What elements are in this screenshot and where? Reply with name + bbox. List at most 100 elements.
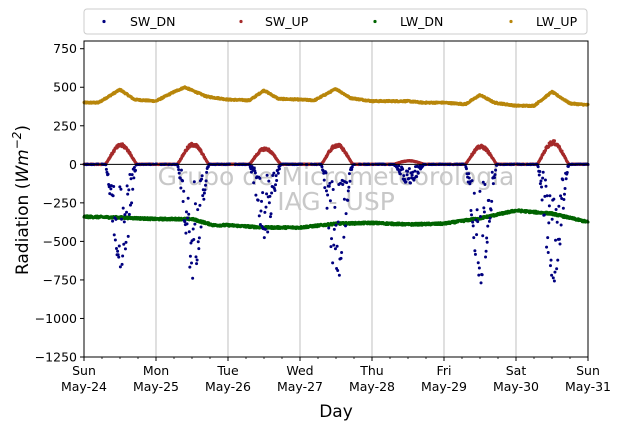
x-tick-day: Sat xyxy=(506,363,527,378)
x-tick-day: Sun xyxy=(72,363,96,378)
y-tick-label: −1250 xyxy=(35,350,77,365)
data-point xyxy=(410,173,414,177)
data-point xyxy=(192,237,196,241)
x-tick-day: Tue xyxy=(216,363,239,378)
data-point xyxy=(117,255,121,259)
data-point xyxy=(179,186,183,190)
legend-label-lw-up: LW_UP xyxy=(536,14,578,29)
data-point xyxy=(267,179,271,183)
data-point xyxy=(184,210,188,214)
data-point xyxy=(557,204,561,208)
y-tick-label: 250 xyxy=(53,118,77,133)
data-point xyxy=(112,184,116,188)
data-point xyxy=(195,258,199,262)
data-point xyxy=(536,165,540,169)
data-point xyxy=(121,206,125,210)
watermark: Grupo de Micrometeorologia IAG - USP xyxy=(158,162,515,216)
data-point xyxy=(176,165,180,169)
data-point xyxy=(261,191,265,195)
data-point xyxy=(480,273,484,277)
legend-marker-lw-up xyxy=(509,19,513,24)
x-axis: SunMay-24MonMay-25TueMay-26WedMay-27ThuM… xyxy=(61,357,611,394)
data-point xyxy=(131,187,135,191)
data-point xyxy=(552,197,556,201)
data-point xyxy=(553,270,557,274)
data-point xyxy=(185,222,189,226)
data-point xyxy=(565,170,569,174)
data-point xyxy=(252,181,256,185)
data-point xyxy=(491,182,495,186)
data-point xyxy=(132,166,136,170)
data-point xyxy=(130,201,134,205)
data-point xyxy=(546,251,550,255)
x-tick-day: Sun xyxy=(576,363,600,378)
data-point xyxy=(324,171,328,175)
data-point xyxy=(407,167,411,171)
data-point xyxy=(413,169,417,173)
data-point xyxy=(322,178,326,182)
data-point xyxy=(330,237,334,241)
data-point xyxy=(405,173,409,177)
data-point xyxy=(483,182,487,186)
data-point xyxy=(187,212,191,216)
legend-label-sw-dn: SW_DN xyxy=(130,14,176,29)
data-point xyxy=(191,227,195,231)
data-point xyxy=(334,223,338,227)
data-point xyxy=(539,179,543,183)
data-point xyxy=(177,171,181,175)
data-point xyxy=(256,198,260,202)
data-point xyxy=(332,227,336,231)
data-point xyxy=(559,223,563,227)
data-point xyxy=(122,220,126,224)
data-point xyxy=(333,247,337,251)
data-point xyxy=(124,240,128,244)
data-point xyxy=(406,169,410,173)
data-point xyxy=(347,185,351,189)
data-point xyxy=(264,205,268,209)
data-point xyxy=(204,183,208,187)
data-point xyxy=(402,174,406,178)
data-point xyxy=(117,244,121,248)
data-point xyxy=(201,194,205,198)
data-point xyxy=(547,204,551,208)
data-point xyxy=(259,209,263,213)
data-point xyxy=(186,196,190,200)
data-point xyxy=(265,192,269,196)
data-point xyxy=(197,247,201,251)
data-point xyxy=(200,177,204,181)
x-tick-date: May-27 xyxy=(277,379,323,394)
data-point xyxy=(558,242,562,246)
data-point xyxy=(205,170,209,174)
data-point xyxy=(336,220,340,224)
data-point xyxy=(196,240,200,244)
data-point xyxy=(254,193,258,197)
data-point xyxy=(486,224,490,228)
data-point xyxy=(113,238,117,242)
data-point xyxy=(490,170,494,174)
data-point xyxy=(537,173,541,177)
data-point xyxy=(478,189,482,193)
data-point xyxy=(116,253,120,257)
data-point xyxy=(197,236,201,240)
data-point xyxy=(262,236,266,240)
data-point xyxy=(562,192,566,196)
data-point xyxy=(464,167,468,171)
data-point xyxy=(555,220,559,224)
y-axis-label-exponent: −2 xyxy=(10,132,24,150)
data-point xyxy=(335,244,339,248)
data-point xyxy=(187,230,191,234)
data-point xyxy=(404,180,408,184)
data-point xyxy=(274,183,278,187)
x-tick-date: May-28 xyxy=(349,379,395,394)
data-point xyxy=(475,233,479,237)
data-point xyxy=(273,188,277,192)
data-point xyxy=(476,220,480,224)
data-point xyxy=(544,184,548,188)
data-point xyxy=(538,182,542,186)
data-point xyxy=(344,224,348,228)
data-point xyxy=(252,166,256,170)
data-point xyxy=(323,186,327,190)
data-point xyxy=(475,208,479,212)
data-point xyxy=(482,206,486,210)
data-point xyxy=(339,256,343,260)
